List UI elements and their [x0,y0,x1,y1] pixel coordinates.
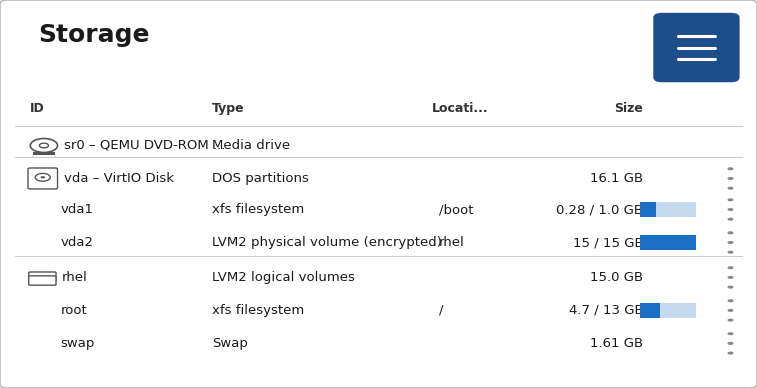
Circle shape [727,332,734,335]
Text: vda1: vda1 [61,203,94,216]
Bar [640,235,696,250]
Circle shape [727,208,734,211]
Text: 0.28 / 1.0 GB: 0.28 / 1.0 GB [556,203,643,216]
FancyBboxPatch shape [28,168,58,189]
Text: Type: Type [212,102,245,115]
FancyBboxPatch shape [29,276,56,285]
Text: vda – VirtIO Disk: vda – VirtIO Disk [64,172,174,185]
Circle shape [727,231,734,234]
Text: xfs filesystem: xfs filesystem [212,304,304,317]
Text: Storage: Storage [38,23,149,47]
Text: 4.7 / 13 GB: 4.7 / 13 GB [569,304,643,317]
Circle shape [727,319,734,322]
Circle shape [727,198,734,201]
Circle shape [727,177,734,180]
Text: xfs filesystem: xfs filesystem [212,203,304,216]
Text: DOS partitions: DOS partitions [212,172,309,185]
Text: sr0 – QEMU DVD-ROM ...: sr0 – QEMU DVD-ROM ... [64,139,226,152]
Text: 16.1 GB: 16.1 GB [590,172,643,185]
Text: Locati...: Locati... [431,102,488,115]
Circle shape [727,187,734,190]
Bar [640,303,696,318]
Circle shape [727,276,734,279]
Circle shape [727,251,734,254]
Text: 1.61 GB: 1.61 GB [590,337,643,350]
Circle shape [727,218,734,221]
Circle shape [727,241,734,244]
Circle shape [727,286,734,289]
Text: LVM2 physical volume (encrypted): LVM2 physical volume (encrypted) [212,236,442,249]
Text: Size: Size [615,102,643,115]
Text: root: root [61,304,87,317]
Text: Media drive: Media drive [212,139,290,152]
Text: Swap: Swap [212,337,248,350]
Text: 15.0 GB: 15.0 GB [590,271,643,284]
Bar [33,152,55,155]
Circle shape [727,167,734,170]
Text: rhel: rhel [62,271,88,284]
Text: LVM2 logical volumes: LVM2 logical volumes [212,271,355,284]
Circle shape [727,266,734,269]
FancyBboxPatch shape [29,272,56,281]
Circle shape [727,309,734,312]
Text: swap: swap [61,337,95,350]
Text: /boot: /boot [439,203,474,216]
Text: /: / [439,304,444,317]
Bar [640,235,696,250]
FancyBboxPatch shape [653,13,740,82]
Bar [640,303,660,318]
Bar [640,202,656,217]
Text: vda2: vda2 [61,236,94,249]
Circle shape [727,342,734,345]
Circle shape [40,176,45,178]
Text: 15 / 15 GB: 15 / 15 GB [573,236,643,249]
Circle shape [727,299,734,302]
Text: rhel: rhel [439,236,465,249]
Bar [640,202,696,217]
Circle shape [727,352,734,355]
Text: ID: ID [30,102,45,115]
